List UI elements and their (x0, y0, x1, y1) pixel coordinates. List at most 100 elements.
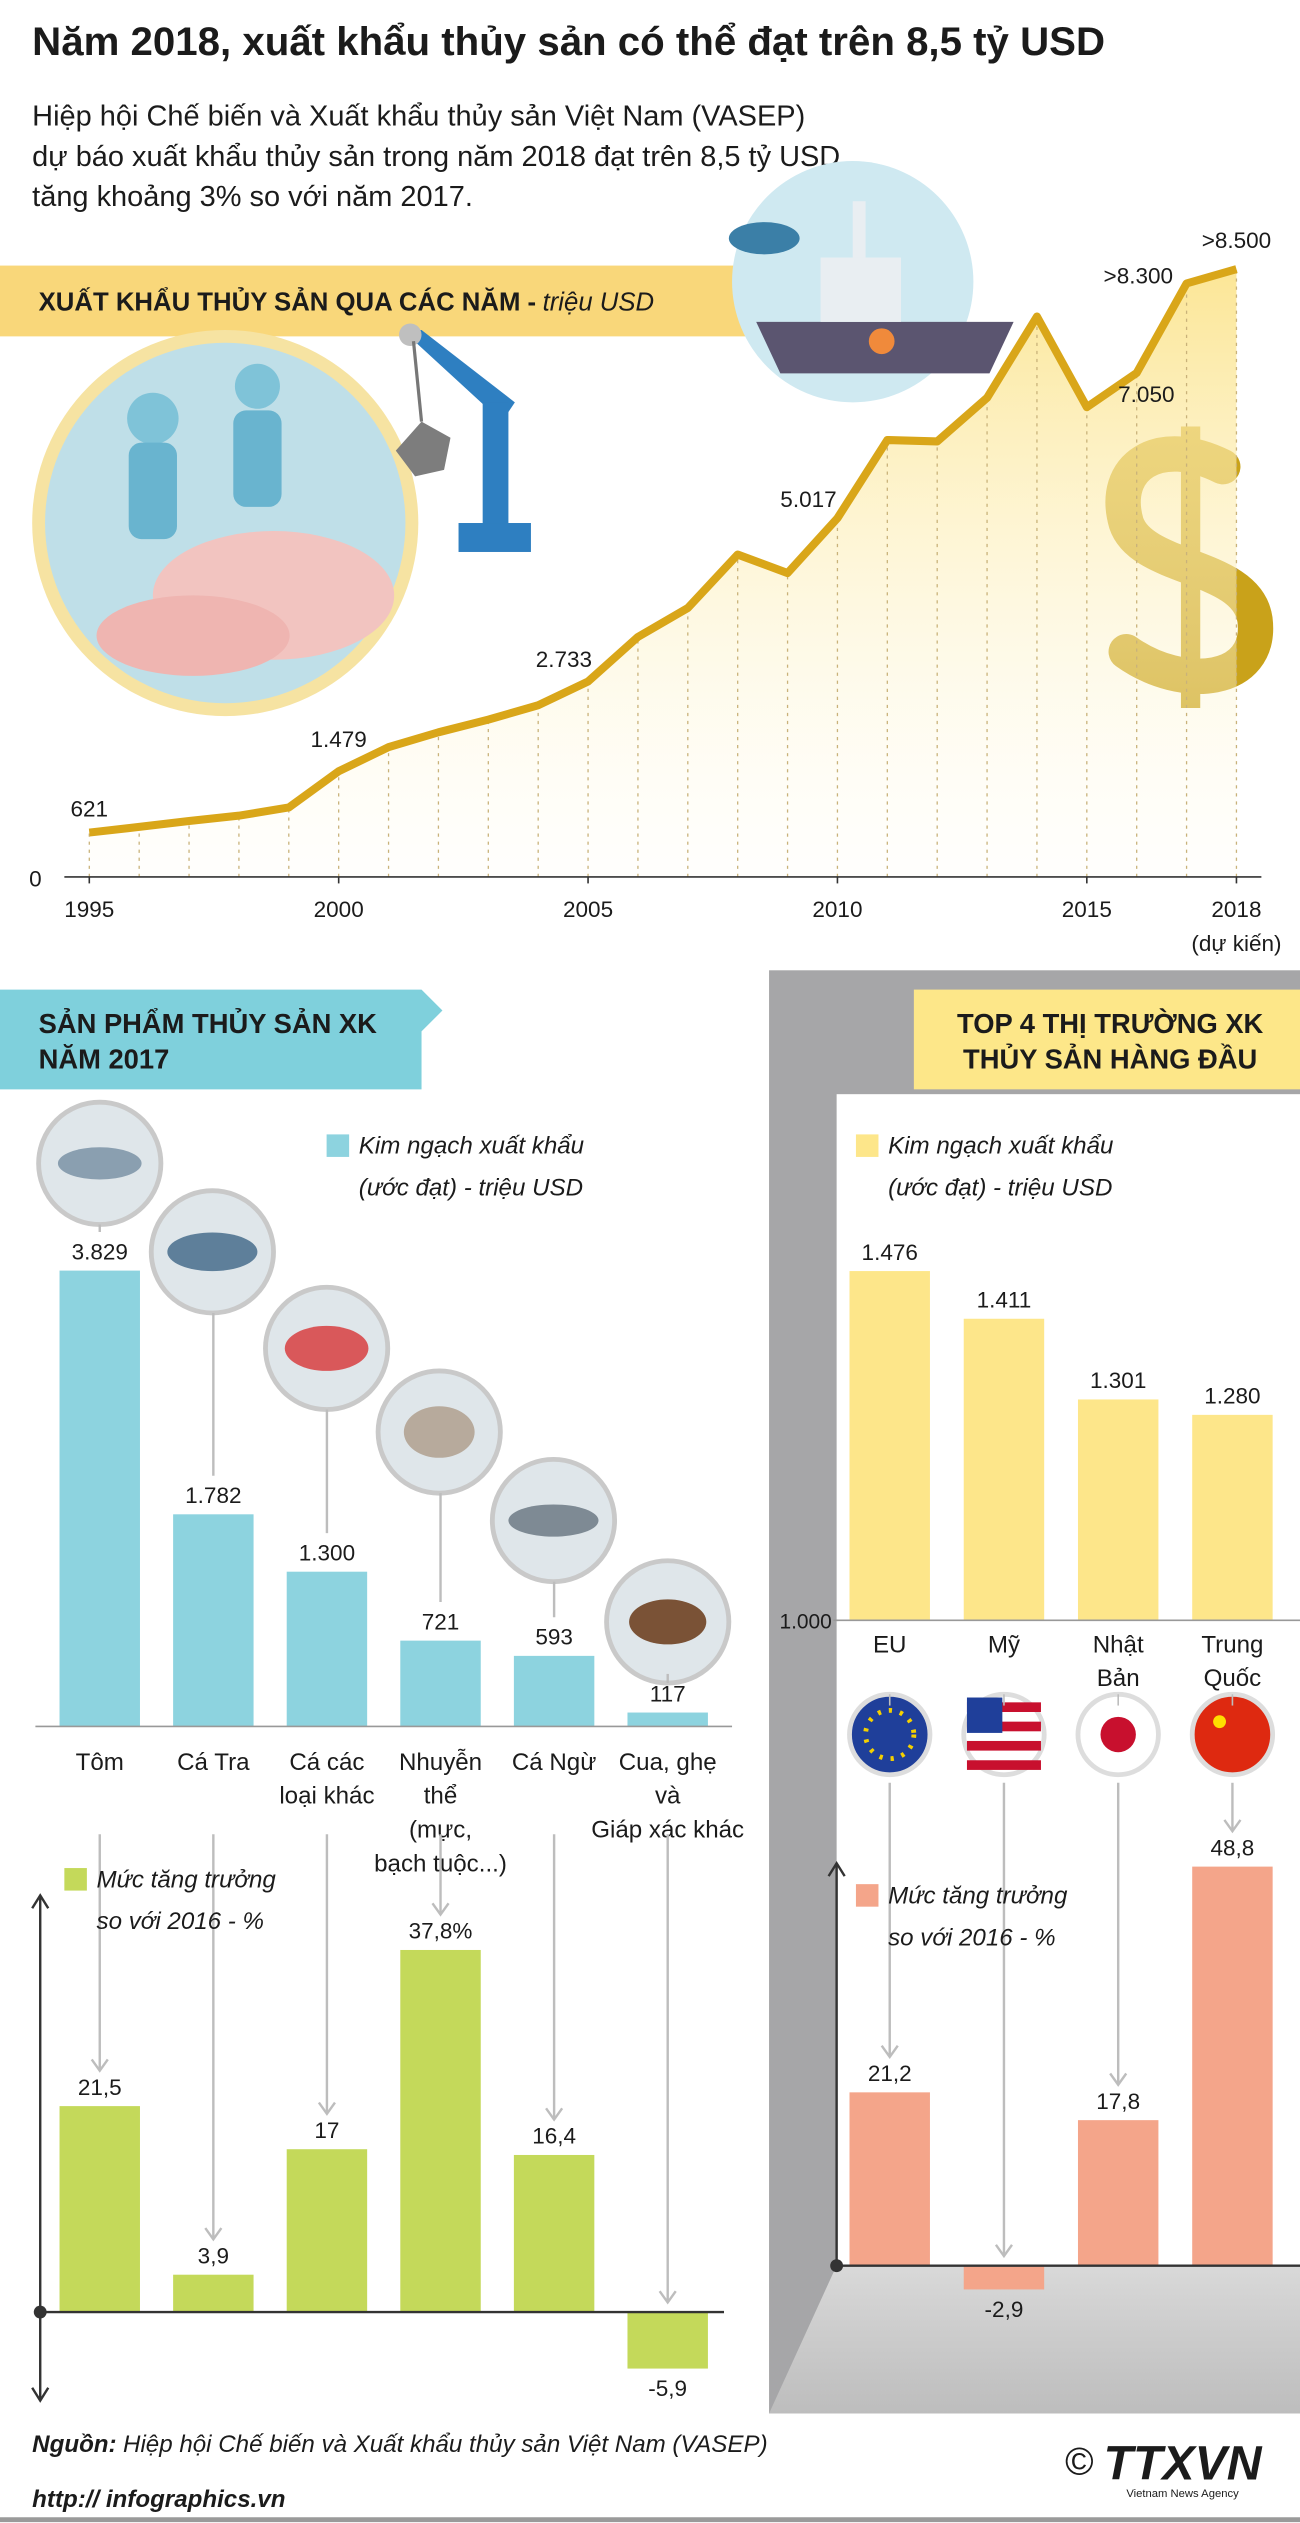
page-title: Năm 2018, xuất khẩu thủy sản có thể đạt … (32, 19, 1105, 64)
value-label: 621 (71, 796, 109, 821)
bar (59, 2106, 140, 2313)
guide-arrow-head (90, 2058, 109, 2073)
bar (627, 2312, 708, 2369)
value-label: 37,8% (409, 1919, 473, 1944)
value-label: 16,4 (532, 2124, 576, 2149)
bar (963, 2265, 1045, 2290)
guide-arrow-head (880, 2044, 899, 2060)
x-tick-label: Mỹ (988, 1631, 1021, 1658)
value-label: >8.300 (1104, 263, 1174, 288)
value-label: 1.411 (977, 1287, 1032, 1312)
bar (400, 1949, 481, 2313)
value-label: 3,9 (198, 2243, 229, 2268)
bar (1077, 2120, 1159, 2266)
chart-title: TOP 4 THỊ TRƯỜNG XK THỦY SẢN HÀNG ĐẦU (957, 1008, 1264, 1074)
axis-arrow (31, 1893, 50, 1909)
bar (849, 1271, 930, 1621)
x-tick-label: EU (873, 1631, 907, 1658)
source-label: Nguồn: (32, 2431, 116, 2458)
crane-decoration (395, 323, 531, 552)
legend-swatch (64, 1868, 87, 1891)
bar (1192, 1414, 1273, 1621)
bar (59, 1270, 140, 1727)
axis-origin (33, 2305, 47, 2319)
value-label: 3.829 (72, 1239, 128, 1264)
legend-swatch (855, 1134, 879, 1157)
line-area (89, 269, 1237, 877)
value-label: 21,5 (78, 2075, 122, 2100)
legend-label: Kim ngạch xuất khẩu (ước đạt) - triệu USD (359, 1133, 584, 1202)
logo-subtitle: Vietnam News Agency (1126, 2488, 1239, 2500)
value-label: 2.733 (536, 647, 592, 672)
x-tick-label: Cá Tra (177, 1749, 250, 1776)
bar (173, 1514, 254, 1727)
value-label: 1.479 (310, 727, 366, 752)
value-label: 721 (422, 1609, 460, 1634)
bar (513, 2154, 595, 2313)
x-tick-label: Cá Ngừ (512, 1749, 597, 1776)
guide-arrow-head (431, 1902, 450, 1917)
section-banner (0, 989, 443, 1090)
photo-decoration (32, 329, 419, 717)
section-banner (0, 265, 765, 337)
guide-arrow-head (545, 2107, 564, 2122)
value-label: -2,9 (985, 2297, 1024, 2322)
ship-decoration (728, 161, 1014, 403)
x-tick-label: Trung Quốc (1201, 1631, 1263, 1692)
legend-label: Mức tăng trưởng so với 2016 - % (97, 1866, 277, 1935)
bar (173, 2274, 254, 2313)
x-annotation: (dự kiến) (1191, 931, 1281, 956)
x-tick-label: 2015 (1062, 897, 1112, 922)
y-tick-label: 0 (29, 867, 42, 892)
value-label: 21,2 (868, 2061, 912, 2086)
legend-label: Kim ngạch xuất khẩu (ước đạt) - triệu USD (888, 1133, 1113, 1202)
value-label: 1.301 (1090, 1368, 1146, 1393)
x-tick-label: Tôm (76, 1749, 124, 1776)
axis-arrow (827, 1860, 846, 1877)
value-label: 5.017 (780, 487, 836, 512)
x-tick-label: 2010 (812, 897, 862, 922)
bar (627, 1712, 708, 1727)
source-text: Hiệp hội Chế biến và Xuất khẩu thủy sản … (123, 2431, 768, 2458)
value-label: 1.300 (299, 1540, 355, 1565)
legend-label: Mức tăng trưởng so với 2016 - % (888, 1882, 1068, 1951)
legend-swatch (326, 1134, 350, 1157)
x-tick-label: 1995 (64, 897, 114, 922)
panel-floor (769, 2265, 1300, 2414)
bar (963, 1318, 1045, 1621)
value-label: >8.500 (1202, 228, 1272, 253)
bar (1077, 1399, 1159, 1621)
chart-title: XUẤT KHẨU THỦY SẢN QUA CÁC NĂM - triệu US… (39, 287, 655, 317)
y-tick-label: 1.000 (779, 1610, 831, 1633)
bar (1192, 1866, 1273, 2266)
guide-arrow-head (994, 2244, 1013, 2259)
line (88, 265, 1238, 837)
value-label: 1.280 (1204, 1384, 1260, 1409)
guide-arrow-head (317, 2101, 336, 2116)
guide-arrow-head (658, 2290, 677, 2305)
bar (286, 2149, 368, 2313)
x-tick-label: Cua, ghẹ và Giáp xác khác (591, 1749, 744, 1844)
copyright: © (1065, 2441, 1093, 2484)
guide-arrow-head (1109, 2072, 1128, 2087)
value-label: 117 (650, 1681, 686, 1706)
product-photos (36, 1099, 732, 1686)
x-tick-label: 2000 (314, 897, 364, 922)
chart-title-main: XUẤT KHẨU THỦY SẢN QUA CÁC NĂM - (39, 287, 537, 317)
value-label: 1.476 (862, 1240, 918, 1265)
legend-swatch (855, 1884, 879, 1907)
axis-arrow (31, 2387, 50, 2403)
value-label: 7.050 (1118, 382, 1174, 407)
section-banner (913, 989, 1300, 1090)
value-label: -5,9 (648, 2376, 687, 2401)
bar (849, 2092, 930, 2266)
logo: TTXVN (1103, 2436, 1262, 2490)
value-label: 1.782 (185, 1483, 241, 1508)
flag-icons (847, 1691, 1276, 1778)
url: http:// infographics.vn (32, 2486, 285, 2513)
value-label: 17 (314, 2118, 339, 2143)
value-label: 48,8 (1211, 1835, 1255, 1860)
axis-origin (830, 2259, 844, 2273)
